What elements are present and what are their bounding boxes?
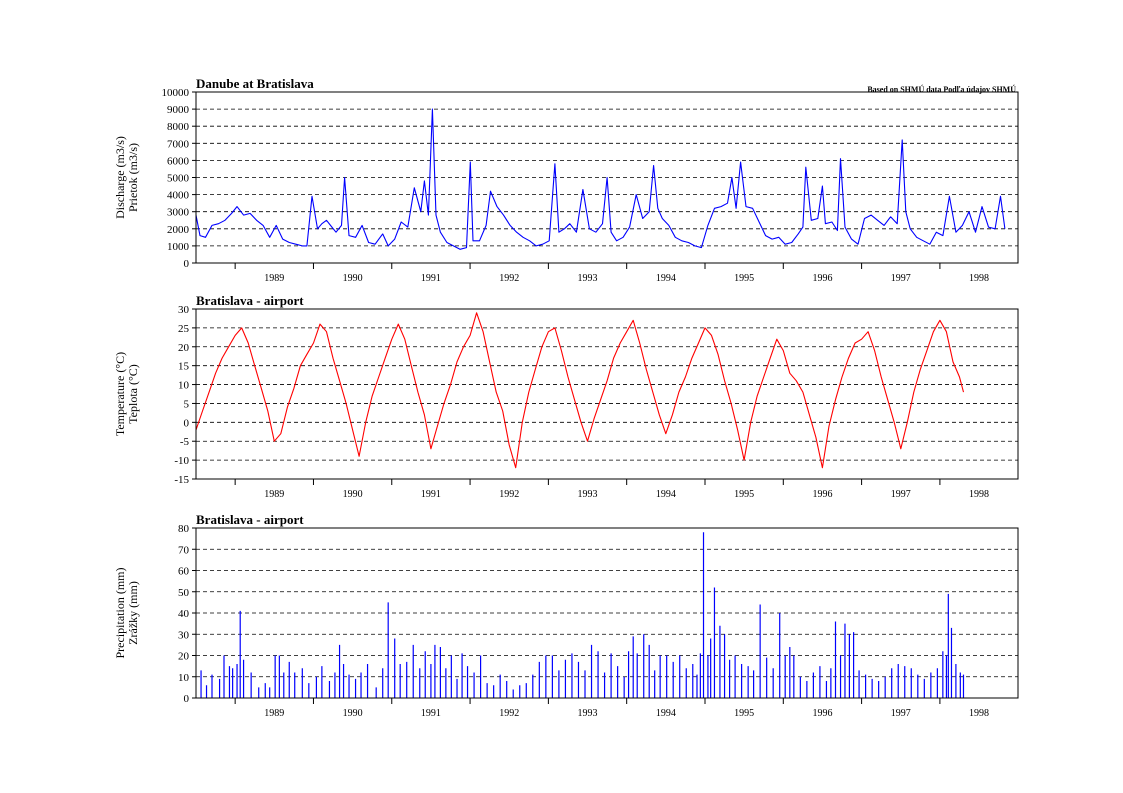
precipitation-ytick-label: 70 <box>178 544 190 556</box>
discharge-panel: Danube at Bratislava Discharge (m3/s) Prie… <box>113 76 1019 284</box>
temperature-ytick-label: 30 <box>178 304 190 316</box>
discharge-ytick-label: 7000 <box>167 138 190 150</box>
temperature-ylabel-sk: Teplota (°C) <box>126 364 140 424</box>
precipitation-xtick-label: 1990 <box>343 708 363 719</box>
temperature-ytick-label: -10 <box>174 455 189 467</box>
discharge-ytick-label: 0 <box>184 258 190 270</box>
precipitation-panel: Bratislava - airport Precipitation (mm) Zr… <box>113 512 1019 719</box>
discharge-series-line <box>195 108 1006 250</box>
precipitation-ytick-label: 20 <box>178 651 190 663</box>
discharge-xtick-label: 1991 <box>421 273 441 284</box>
precipitation-plot-frame <box>195 527 1019 699</box>
precipitation-ytick-label: 80 <box>178 523 190 535</box>
precipitation-xtick-label: 1996 <box>812 708 832 719</box>
temperature-ytick-label: 10 <box>178 380 190 392</box>
discharge-xtick-label: 1992 <box>499 273 519 284</box>
precipitation-ytick-label: 60 <box>178 566 190 578</box>
temperature-series-line <box>195 312 965 469</box>
discharge-xtick-label: 1998 <box>969 273 989 284</box>
precipitation-ylabel-en: Precipitation (mm) <box>113 568 127 659</box>
precipitation-ytick-label: 30 <box>178 629 190 641</box>
discharge-xtick-label: 1990 <box>343 273 363 284</box>
temperature-ytick-label: 5 <box>184 398 190 410</box>
temperature-ytick-label: 25 <box>178 323 190 335</box>
discharge-plot-frame <box>195 91 1019 264</box>
discharge-xtick-label: 1997 <box>891 273 911 284</box>
discharge-ytick-label: 9000 <box>167 104 190 116</box>
temperature-xtick-label: 1989 <box>264 489 284 500</box>
discharge-ytick-label: 3000 <box>167 207 190 219</box>
discharge-chart-title: Danube at Bratislava <box>196 76 314 91</box>
discharge-ytick-label: 4000 <box>167 190 190 202</box>
precipitation-xtick-label: 1991 <box>421 708 441 719</box>
temperature-ytick-label: 20 <box>178 342 190 354</box>
discharge-ylabel-sk: Prietok (m3/s) <box>126 143 140 212</box>
temperature-xtick-label: 1996 <box>812 489 832 500</box>
temperature-ytick-label: 15 <box>178 361 190 373</box>
precipitation-xtick-label: 1989 <box>264 708 284 719</box>
precipitation-xtick-label: 1998 <box>969 708 989 719</box>
discharge-ytick-label: 6000 <box>167 155 190 167</box>
temperature-ytick-label: 0 <box>184 417 190 429</box>
temperature-plot-frame <box>195 308 1019 480</box>
discharge-ytick-label: 8000 <box>167 121 190 133</box>
discharge-xtick-label: 1993 <box>578 273 598 284</box>
precipitation-xtick-label: 1993 <box>578 708 598 719</box>
precipitation-xtick-label: 1992 <box>499 708 519 719</box>
precipitation-ylabel-sk: Zrážky (mm) <box>126 581 140 645</box>
precipitation-ytick-label: 10 <box>178 672 190 684</box>
temperature-panel: Bratislava - airport Temperature (°C) Tepl… <box>113 293 1019 500</box>
temperature-ytick-label: -15 <box>174 474 189 486</box>
temperature-xtick-label: 1998 <box>969 489 989 500</box>
temperature-xtick-label: 1990 <box>343 489 363 500</box>
precipitation-xtick-label: 1994 <box>656 708 676 719</box>
temperature-ylabel-en: Temperature (°C) <box>113 352 127 436</box>
discharge-xtick-label: 1996 <box>812 273 832 284</box>
discharge-ytick-label: 2000 <box>167 224 190 236</box>
precipitation-xtick-label: 1995 <box>734 708 754 719</box>
discharge-ytick-label: 10000 <box>162 87 190 99</box>
discharge-xtick-label: 1994 <box>656 273 676 284</box>
precipitation-chart-title: Bratislava - airport <box>196 512 304 527</box>
precipitation-ytick-label: 50 <box>178 587 190 599</box>
temperature-xtick-label: 1995 <box>734 489 754 500</box>
discharge-ytick-label: 1000 <box>167 241 190 253</box>
source-note: Based on SHMÚ data Podľa údajov SHMÚ <box>867 84 1016 94</box>
discharge-ylabel-en: Discharge (m3/s) <box>113 136 127 219</box>
temperature-xtick-label: 1994 <box>656 489 676 500</box>
discharge-xtick-label: 1995 <box>734 273 754 284</box>
temperature-xtick-label: 1997 <box>891 489 911 500</box>
temperature-chart-title: Bratislava - airport <box>196 293 304 308</box>
precipitation-ytick-label: 0 <box>184 693 190 705</box>
temperature-xtick-label: 1991 <box>421 489 441 500</box>
temperature-xtick-label: 1992 <box>499 489 519 500</box>
discharge-xtick-label: 1989 <box>264 273 284 284</box>
precipitation-ytick-label: 40 <box>178 608 190 620</box>
temperature-ytick-label: -5 <box>180 436 190 448</box>
precipitation-xtick-label: 1997 <box>891 708 911 719</box>
discharge-ytick-label: 5000 <box>167 173 190 185</box>
temperature-xtick-label: 1993 <box>578 489 598 500</box>
